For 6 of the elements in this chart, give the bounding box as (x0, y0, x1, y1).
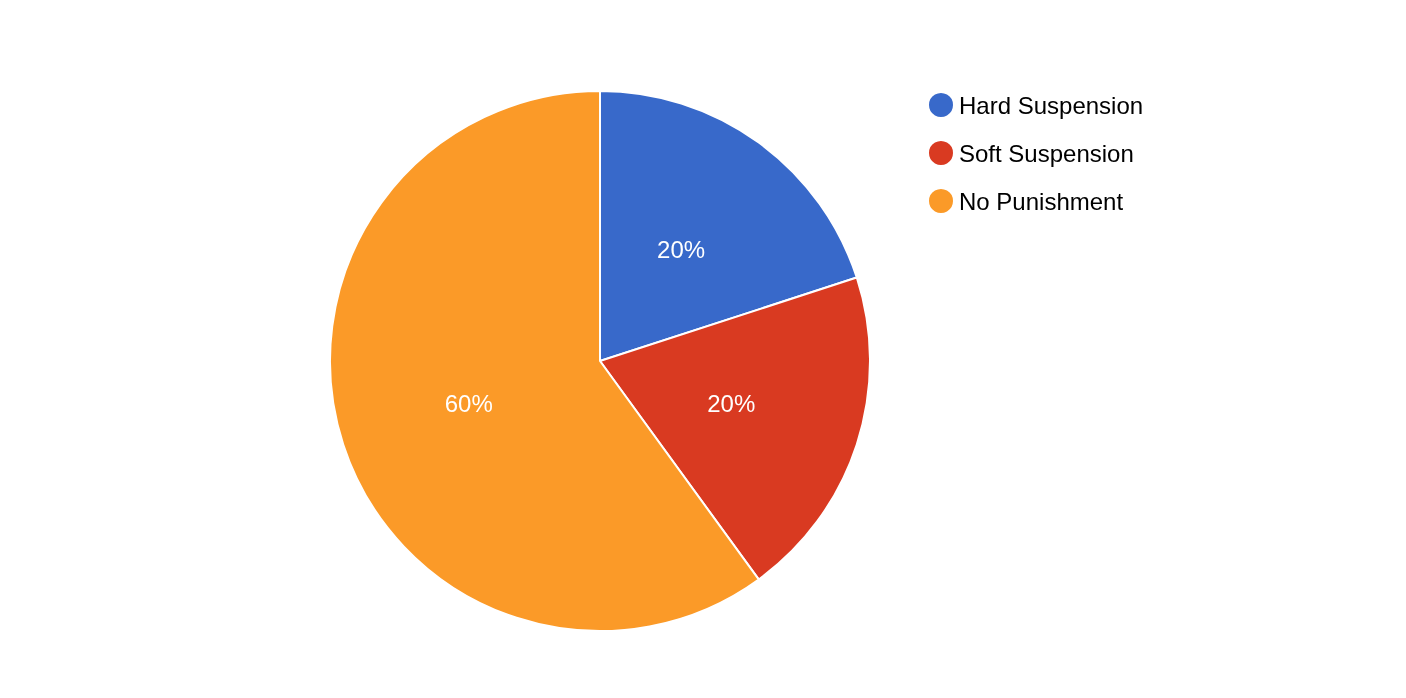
legend-label: Soft Suspension (959, 139, 1134, 167)
data-label: 20% (657, 235, 706, 263)
data-label: 60% (444, 390, 493, 418)
legend-label: No Punishment (959, 187, 1124, 215)
legend-label: Hard Suspension (959, 91, 1144, 119)
data-label: 20% (707, 390, 756, 418)
